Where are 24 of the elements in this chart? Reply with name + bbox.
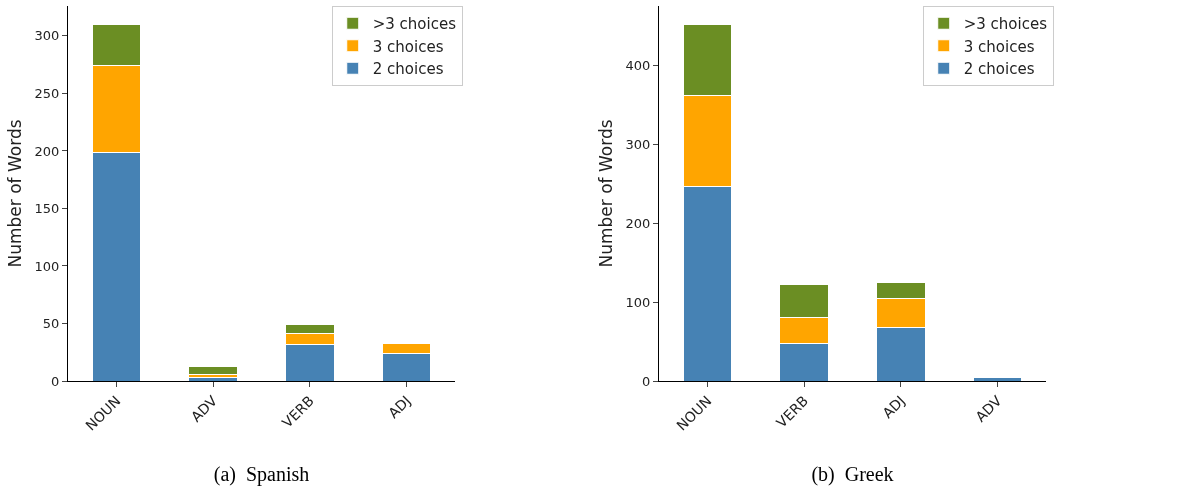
y-tick-label: 100: [34, 258, 60, 274]
legend-label: >3 choices: [372, 15, 457, 34]
legend-label: >3 choices: [963, 15, 1048, 34]
bar: [972, 377, 1023, 381]
y-tick-label: 250: [34, 85, 60, 101]
y-tick-label: 300: [625, 136, 651, 152]
legend-label: 3 choices: [372, 37, 444, 56]
y-tick-label: 200: [34, 143, 60, 159]
y-tick-label: 0: [51, 373, 60, 389]
y-axis-title: Number of Words: [596, 119, 617, 268]
y-tick-label: 150: [34, 201, 60, 216]
legend-label: 3 choices: [963, 37, 1035, 56]
legend-label: 2 choices: [372, 60, 444, 79]
legend-label: 2 choices: [963, 60, 1035, 79]
y-tick-label: 200: [625, 215, 651, 231]
y-tick-label: 300: [34, 28, 60, 44]
y-tick-label: 50: [42, 316, 60, 332]
bar: [188, 365, 238, 375]
text: (a) Spanish: [213, 463, 310, 487]
y-tick-label: 0: [642, 373, 651, 389]
y-tick-label: 100: [625, 294, 651, 310]
y-axis-title: Number of Words: [5, 119, 26, 268]
text: (b) Greek: [811, 463, 894, 487]
y-tick-label: 400: [625, 57, 651, 73]
